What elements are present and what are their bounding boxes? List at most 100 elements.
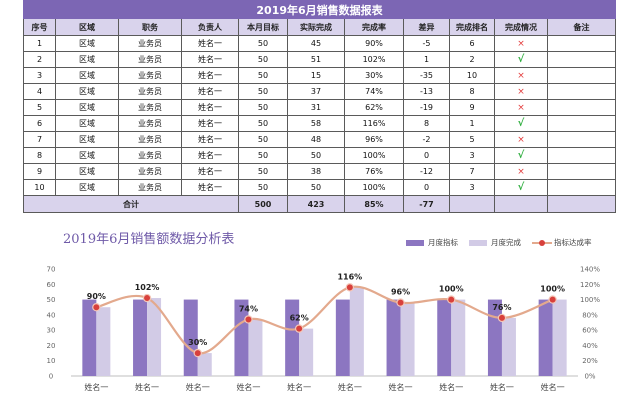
y-tick-label: 40 <box>47 311 56 319</box>
y-tick-label: 50 <box>47 296 56 304</box>
table-cell: 业务员 <box>118 163 182 180</box>
y2-tick-label: 20% <box>582 357 598 365</box>
bar-actual <box>552 299 567 376</box>
table-cell: 6 <box>23 115 56 132</box>
bar-actual <box>96 307 111 376</box>
table-cell: 50 <box>287 147 345 164</box>
table-cell: 50 <box>238 147 288 164</box>
table-cell: 姓名一 <box>181 147 239 164</box>
x-tick-label: 姓名一 <box>439 382 463 392</box>
y-tick-label: 70 <box>47 266 56 274</box>
table-row: 1 区域 业务员 姓名一 50 45 90% -5 6 × <box>23 35 617 52</box>
rate-data-label: 100% <box>439 285 464 294</box>
table-cell <box>546 51 617 68</box>
table-cell: 姓名一 <box>181 99 239 116</box>
table-cell: -19 <box>403 99 450 116</box>
rate-data-label: 90% <box>87 292 106 301</box>
status-mark: × <box>494 67 548 84</box>
table-cell: 区域 <box>55 67 119 84</box>
table-cell: 业务员 <box>118 99 182 116</box>
table-cell: 50 <box>238 99 288 116</box>
column-header: 备注 <box>546 18 617 36</box>
table-cell: -5 <box>403 35 450 52</box>
table-cell: 50 <box>238 163 288 180</box>
rate-marker <box>92 303 101 312</box>
table-cell: 10 <box>23 179 56 196</box>
rate-marker <box>548 295 557 304</box>
table-header-row: 序号 区域 职务 负责人 本月目标 实际完成 完成率 差异 完成排名 完成情况 备注 <box>23 18 617 36</box>
table-cell: 姓名一 <box>181 51 239 68</box>
table-cell: 业务员 <box>118 147 182 164</box>
bar-target <box>133 299 148 376</box>
table-row: 6 区域 业务员 姓名一 50 58 116% 8 1 √ <box>23 115 617 132</box>
column-header: 完成情况 <box>494 18 548 36</box>
table-cell: 15 <box>287 67 345 84</box>
x-tick-label: 姓名一 <box>338 382 362 392</box>
column-header: 完成率 <box>344 18 404 36</box>
table-cell: 1 <box>23 35 56 52</box>
table-cell: 2 <box>449 51 495 68</box>
x-tick-label: 姓名一 <box>287 382 311 392</box>
x-tick-label: 姓名一 <box>389 382 413 392</box>
rate-data-label: 100% <box>540 285 565 294</box>
column-header: 职务 <box>118 18 182 36</box>
legend-item-actual: 月度完成 <box>469 237 521 248</box>
column-header: 实际完成 <box>287 18 345 36</box>
table-cell: 100% <box>344 179 404 196</box>
table-cell: 76% <box>344 163 404 180</box>
table-row: 7 区域 业务员 姓名一 50 48 96% -2 5 × <box>23 131 617 148</box>
status-mark: √ <box>494 179 548 196</box>
rate-data-label: 76% <box>492 303 511 312</box>
column-header: 完成排名 <box>449 18 495 36</box>
status-mark: × <box>494 83 548 100</box>
y-tick-label: 30 <box>47 327 56 335</box>
rate-data-label: 96% <box>391 288 410 297</box>
table-row: 4 区域 业务员 姓名一 50 37 74% -13 8 × <box>23 83 617 100</box>
table-cell <box>546 83 617 100</box>
table-cell: 50 <box>238 131 288 148</box>
total-empty-cell <box>494 195 548 213</box>
table-cell: 区域 <box>55 99 119 116</box>
table-cell: 1 <box>403 51 450 68</box>
rate-data-label: 116% <box>337 272 362 281</box>
table-body: 1 区域 业务员 姓名一 50 45 90% -5 6 × 2 区域 业务员 姓名一 50 51 102% 1 2 √… <box>23 35 617 196</box>
column-header: 本月目标 <box>238 18 288 36</box>
table-row: 9 区域 业务员 姓名一 50 38 76% -12 7 × <box>23 163 617 180</box>
bar-target <box>183 299 198 376</box>
table-cell: 9 <box>23 163 56 180</box>
table-cell: 5 <box>449 131 495 148</box>
table-cell: -12 <box>403 163 450 180</box>
table-cell: 50 <box>238 83 288 100</box>
rate-data-label: 30% <box>188 338 207 347</box>
status-mark: × <box>494 99 548 116</box>
bar-actual <box>197 353 212 376</box>
table-cell: 8 <box>403 115 450 132</box>
table-cell: 姓名一 <box>181 67 239 84</box>
table-cell: 业务员 <box>118 67 182 84</box>
table-cell <box>546 99 617 116</box>
table-cell: 50 <box>238 115 288 132</box>
legend-label-target: 月度指标 <box>428 238 458 247</box>
bar-target <box>437 299 452 376</box>
y-tick-label: 0 <box>49 373 53 381</box>
table-cell: 2 <box>23 51 56 68</box>
table-cell <box>546 35 617 52</box>
table-cell: 区域 <box>55 35 119 52</box>
bar-target <box>386 299 401 376</box>
table-cell: 7 <box>449 163 495 180</box>
table-cell: 业务员 <box>118 35 182 52</box>
rate-marker <box>345 283 355 292</box>
table-cell: 区域 <box>55 115 119 132</box>
total-actual: 423 <box>287 195 345 213</box>
rate-marker <box>294 324 304 333</box>
table-cell <box>546 67 617 84</box>
bar-actual <box>349 287 364 376</box>
x-tick-label: 姓名一 <box>541 382 565 392</box>
legend-swatch-actual <box>469 239 487 246</box>
table-cell: 业务员 <box>118 115 182 132</box>
y2-tick-label: 100% <box>580 296 600 304</box>
status-mark: × <box>494 163 548 180</box>
bar-target <box>285 299 300 376</box>
table-cell: 74% <box>344 83 404 100</box>
table-cell: 6 <box>449 35 495 52</box>
